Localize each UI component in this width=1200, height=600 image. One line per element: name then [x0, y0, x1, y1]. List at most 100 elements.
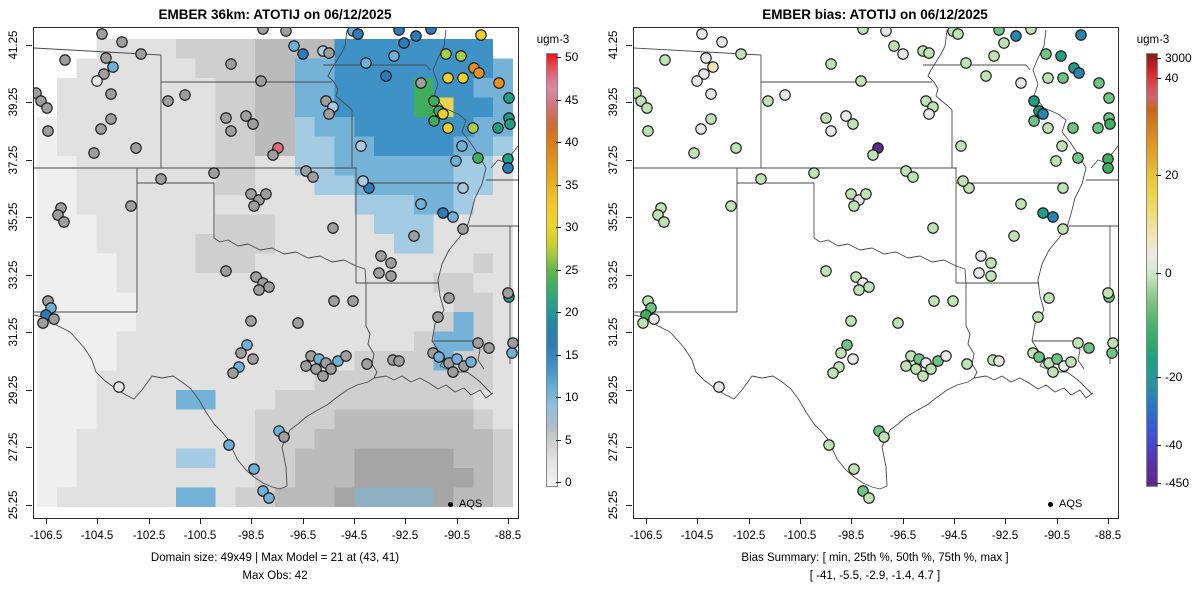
station-point: [260, 188, 272, 200]
x-axis-tick: [903, 518, 904, 524]
station-point: [398, 37, 410, 49]
station-point: [845, 188, 857, 200]
station-point: [425, 28, 437, 35]
station-point: [245, 188, 257, 200]
station-point: [506, 347, 518, 359]
colorbar-tick: [556, 355, 561, 356]
station-point: [880, 28, 892, 37]
colorbar-tick-label: 30: [565, 220, 579, 234]
station-point: [155, 173, 167, 185]
x-axis-tick: [800, 518, 801, 524]
colorbar-tick: [556, 185, 561, 186]
y-axis-tick-label: 27.25: [608, 432, 620, 462]
x-axis-tick-label: -106.5: [629, 530, 663, 542]
aqs-legend-dot-icon: [448, 501, 453, 507]
station-point: [503, 92, 515, 104]
x-axis-tick: [1108, 518, 1109, 524]
station-point: [440, 48, 452, 60]
station-point: [1093, 77, 1105, 89]
station-point: [88, 147, 100, 159]
x-axis-tick-label: -98.5: [837, 530, 865, 542]
x-axis-tick: [646, 518, 647, 524]
station-point: [450, 155, 462, 167]
x-axis-tick-label: -100.5: [783, 530, 817, 542]
station-point: [325, 363, 337, 375]
station-point: [897, 48, 909, 60]
station-points-layer: [634, 28, 1118, 504]
station-point: [428, 95, 440, 107]
station-point: [823, 439, 835, 451]
y-axis-tick-label: 27.25: [8, 432, 20, 462]
station-point: [705, 113, 717, 125]
station-point: [696, 28, 708, 40]
station-point: [357, 175, 369, 187]
station-point: [1032, 311, 1044, 323]
station-point: [940, 350, 952, 362]
colorbar-tick: [556, 312, 561, 313]
y-axis-tick: [26, 45, 32, 46]
x-axis-tick-label: -88.5: [1094, 530, 1122, 542]
station-point: [502, 287, 514, 299]
station-point: [927, 222, 939, 234]
colorbar-tick: [1156, 483, 1161, 484]
station-point: [648, 313, 660, 325]
station-point: [263, 281, 275, 293]
colorbar-tick-label: 25: [565, 263, 579, 277]
station-point: [923, 47, 935, 59]
y-axis-tick: [626, 332, 632, 333]
station-point: [1028, 115, 1040, 127]
station-point: [825, 125, 837, 137]
colorbar-tick-label: 40: [1165, 71, 1179, 85]
station-point: [985, 270, 997, 282]
x-axis-tick-label: -104.5: [680, 530, 714, 542]
y-axis-tick-label: 39.25: [8, 87, 20, 117]
station-point: [961, 358, 973, 370]
station-point: [1028, 95, 1040, 107]
station-point: [993, 28, 1005, 36]
station-point: [437, 207, 449, 219]
station-point: [37, 317, 49, 329]
station-point: [347, 295, 359, 307]
station-point: [248, 463, 260, 475]
station-point: [96, 28, 108, 40]
station-point: [923, 108, 935, 120]
station-point: [1067, 122, 1079, 134]
colorbar-tick: [1156, 78, 1161, 79]
station-point: [385, 270, 397, 282]
station-point: [691, 75, 703, 87]
station-point: [113, 381, 125, 393]
station-point: [267, 149, 279, 161]
x-axis-tick: [303, 518, 304, 524]
station-point: [860, 188, 872, 200]
station-point: [700, 52, 712, 64]
x-axis-tick-label: -98.5: [237, 530, 265, 542]
station-point: [380, 70, 392, 82]
x-axis-tick-label: -96.5: [889, 530, 917, 542]
y-axis-tick-label: 33.25: [8, 260, 20, 290]
station-point: [288, 40, 300, 52]
station-point: [105, 113, 117, 125]
station-point: [1033, 351, 1045, 363]
x-axis-tick-label: -102.5: [732, 530, 766, 542]
colorbar-tick-label: -450: [1165, 476, 1190, 490]
station-point: [310, 363, 322, 375]
station-point: [130, 142, 142, 154]
station-point: [1102, 162, 1114, 174]
station-point: [307, 171, 319, 183]
station-point: [179, 89, 191, 101]
station-point: [240, 110, 252, 122]
station-point: [808, 167, 820, 179]
x-axis-tick-label: -106.5: [29, 530, 63, 542]
y-axis-tick-label: 29.25: [608, 375, 620, 405]
station-point: [698, 68, 710, 80]
station-point: [297, 48, 309, 60]
y-axis-tick-label: 41.25: [8, 30, 20, 60]
station-point: [1057, 182, 1069, 194]
x-axis-tick-label: -90.5: [443, 530, 471, 542]
colorbar-tick: [556, 440, 561, 441]
station-point: [225, 58, 237, 70]
x-axis-tick: [457, 518, 458, 524]
station-point: [1057, 223, 1069, 235]
station-point: [825, 58, 837, 70]
station-point: [235, 347, 247, 359]
